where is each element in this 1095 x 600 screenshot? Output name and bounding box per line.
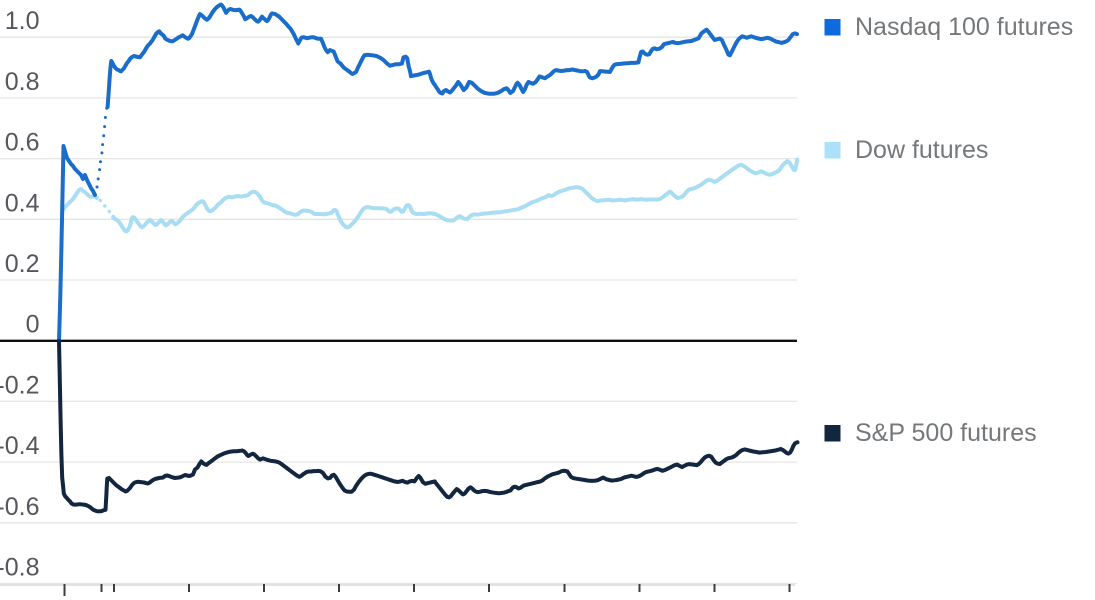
svg-text:0.2: 0.2: [5, 250, 40, 278]
svg-text:-0.6: -0.6: [0, 493, 40, 521]
svg-text:-0.4: -0.4: [0, 432, 40, 460]
svg-text:-0.8: -0.8: [0, 554, 40, 582]
svg-text:0.6: 0.6: [5, 129, 40, 157]
svg-text:Dow futures: Dow futures: [855, 136, 988, 164]
svg-text:0.4: 0.4: [5, 189, 40, 217]
svg-text:0: 0: [26, 311, 40, 339]
svg-text:S&P 500 futures: S&P 500 futures: [855, 419, 1037, 447]
svg-text:1.0: 1.0: [5, 7, 40, 35]
svg-text:0.8: 0.8: [5, 68, 40, 96]
svg-text:-0.2: -0.2: [0, 371, 40, 399]
svg-text:Nasdaq 100 futures: Nasdaq 100 futures: [855, 13, 1073, 41]
